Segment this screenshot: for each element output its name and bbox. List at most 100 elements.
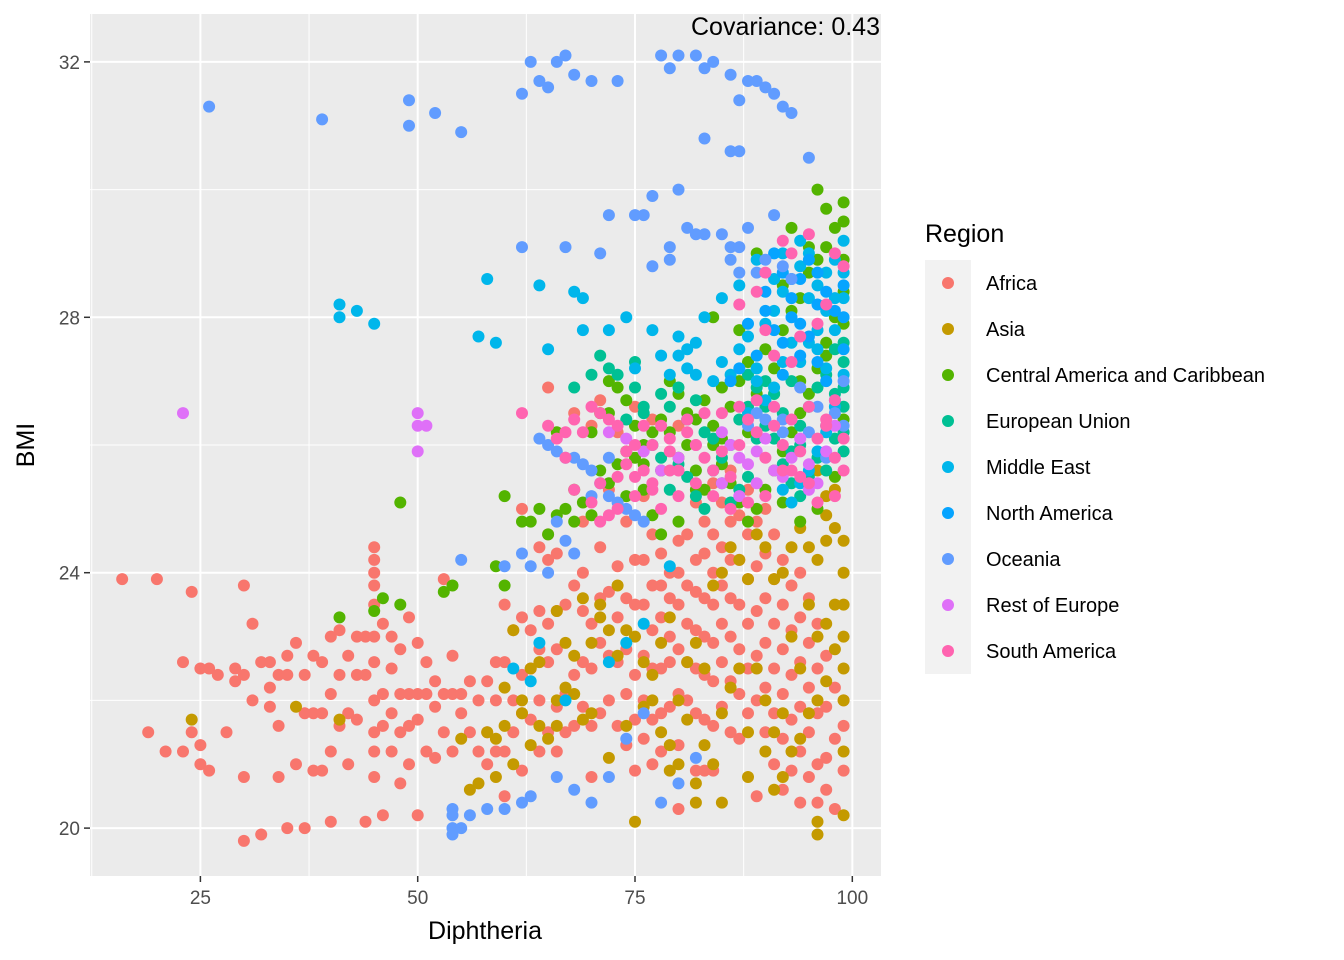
data-point bbox=[576, 426, 589, 439]
data-point bbox=[237, 668, 250, 681]
data-point bbox=[828, 394, 841, 407]
data-point bbox=[376, 617, 389, 630]
data-point bbox=[350, 630, 363, 643]
data-point bbox=[724, 241, 737, 254]
data-point bbox=[576, 592, 589, 605]
data-point bbox=[672, 534, 685, 547]
data-point bbox=[689, 477, 702, 490]
data-point bbox=[759, 745, 772, 758]
covariance-annotation: Covariance: 0.43 bbox=[691, 13, 880, 41]
data-point bbox=[707, 477, 720, 490]
data-point bbox=[655, 745, 668, 758]
legend: Region Africa Asia Central America and Car… bbox=[925, 220, 1265, 674]
data-point bbox=[715, 496, 728, 509]
data-point bbox=[707, 432, 720, 445]
data-point bbox=[785, 713, 798, 726]
data-point bbox=[663, 400, 676, 413]
legend-items: Africa Asia Central America and Caribbean E… bbox=[942, 273, 1265, 663]
data-point bbox=[394, 726, 407, 739]
data-point bbox=[768, 617, 781, 630]
data-point bbox=[715, 541, 728, 554]
data-point bbox=[403, 119, 415, 132]
data-point bbox=[837, 630, 850, 643]
data-point bbox=[550, 432, 563, 445]
data-point bbox=[794, 611, 807, 624]
data-point bbox=[794, 234, 807, 247]
legend-item-south-america: South America bbox=[942, 641, 1117, 663]
data-point bbox=[602, 751, 615, 764]
data-point bbox=[785, 464, 798, 477]
data-point bbox=[750, 790, 763, 803]
data-point bbox=[185, 713, 198, 726]
data-point bbox=[663, 630, 676, 643]
data-point bbox=[489, 336, 502, 349]
data-point bbox=[533, 279, 546, 292]
data-point bbox=[368, 566, 381, 579]
data-point bbox=[794, 490, 807, 503]
data-point bbox=[672, 183, 685, 196]
data-point bbox=[507, 758, 520, 771]
data-point bbox=[576, 605, 589, 617]
data-point bbox=[768, 349, 781, 362]
data-point bbox=[333, 311, 346, 324]
data-point bbox=[585, 509, 598, 522]
data-point bbox=[646, 624, 659, 637]
data-point bbox=[368, 605, 381, 617]
data-point bbox=[194, 739, 207, 752]
data-point bbox=[811, 445, 824, 458]
data-point bbox=[828, 643, 841, 656]
data-point bbox=[655, 636, 668, 649]
data-point bbox=[663, 253, 676, 266]
data-point bbox=[533, 694, 546, 707]
data-point bbox=[733, 490, 746, 503]
data-point bbox=[333, 713, 346, 726]
data-point bbox=[733, 279, 746, 292]
data-point bbox=[698, 394, 711, 407]
data-point bbox=[689, 662, 702, 675]
data-point bbox=[681, 470, 694, 483]
data-point bbox=[620, 502, 633, 515]
data-point bbox=[646, 477, 659, 490]
data-point bbox=[698, 407, 711, 420]
data-point bbox=[629, 713, 641, 726]
data-point bbox=[689, 49, 702, 62]
data-point bbox=[629, 451, 641, 464]
data-point bbox=[498, 560, 511, 573]
data-point bbox=[733, 662, 746, 675]
data-point bbox=[759, 285, 772, 298]
data-point bbox=[742, 617, 754, 630]
data-point bbox=[663, 611, 676, 624]
data-point bbox=[629, 419, 641, 432]
data-point bbox=[707, 636, 720, 649]
data-point bbox=[663, 483, 676, 496]
data-point bbox=[394, 496, 407, 509]
data-point bbox=[594, 515, 607, 528]
data-point bbox=[785, 273, 798, 285]
data-point bbox=[585, 636, 598, 649]
data-point bbox=[376, 688, 389, 700]
data-point bbox=[776, 324, 789, 337]
data-point bbox=[689, 439, 702, 451]
data-point bbox=[655, 528, 668, 541]
data-point bbox=[350, 713, 363, 726]
data-point bbox=[629, 470, 641, 483]
data-point bbox=[776, 553, 789, 566]
data-point bbox=[689, 751, 702, 764]
data-point bbox=[272, 719, 285, 732]
data-point bbox=[185, 726, 198, 739]
data-point bbox=[672, 381, 685, 394]
data-point bbox=[837, 694, 850, 707]
data-point bbox=[776, 483, 789, 496]
legend-swatch bbox=[942, 415, 954, 427]
data-point bbox=[637, 445, 650, 458]
data-point bbox=[698, 311, 711, 324]
data-point bbox=[759, 694, 772, 707]
data-point bbox=[602, 451, 615, 464]
data-point bbox=[576, 656, 589, 669]
data-point bbox=[533, 502, 546, 515]
data-point bbox=[663, 368, 676, 381]
data-point bbox=[602, 426, 615, 439]
data-point bbox=[837, 292, 850, 305]
data-point bbox=[542, 81, 555, 94]
